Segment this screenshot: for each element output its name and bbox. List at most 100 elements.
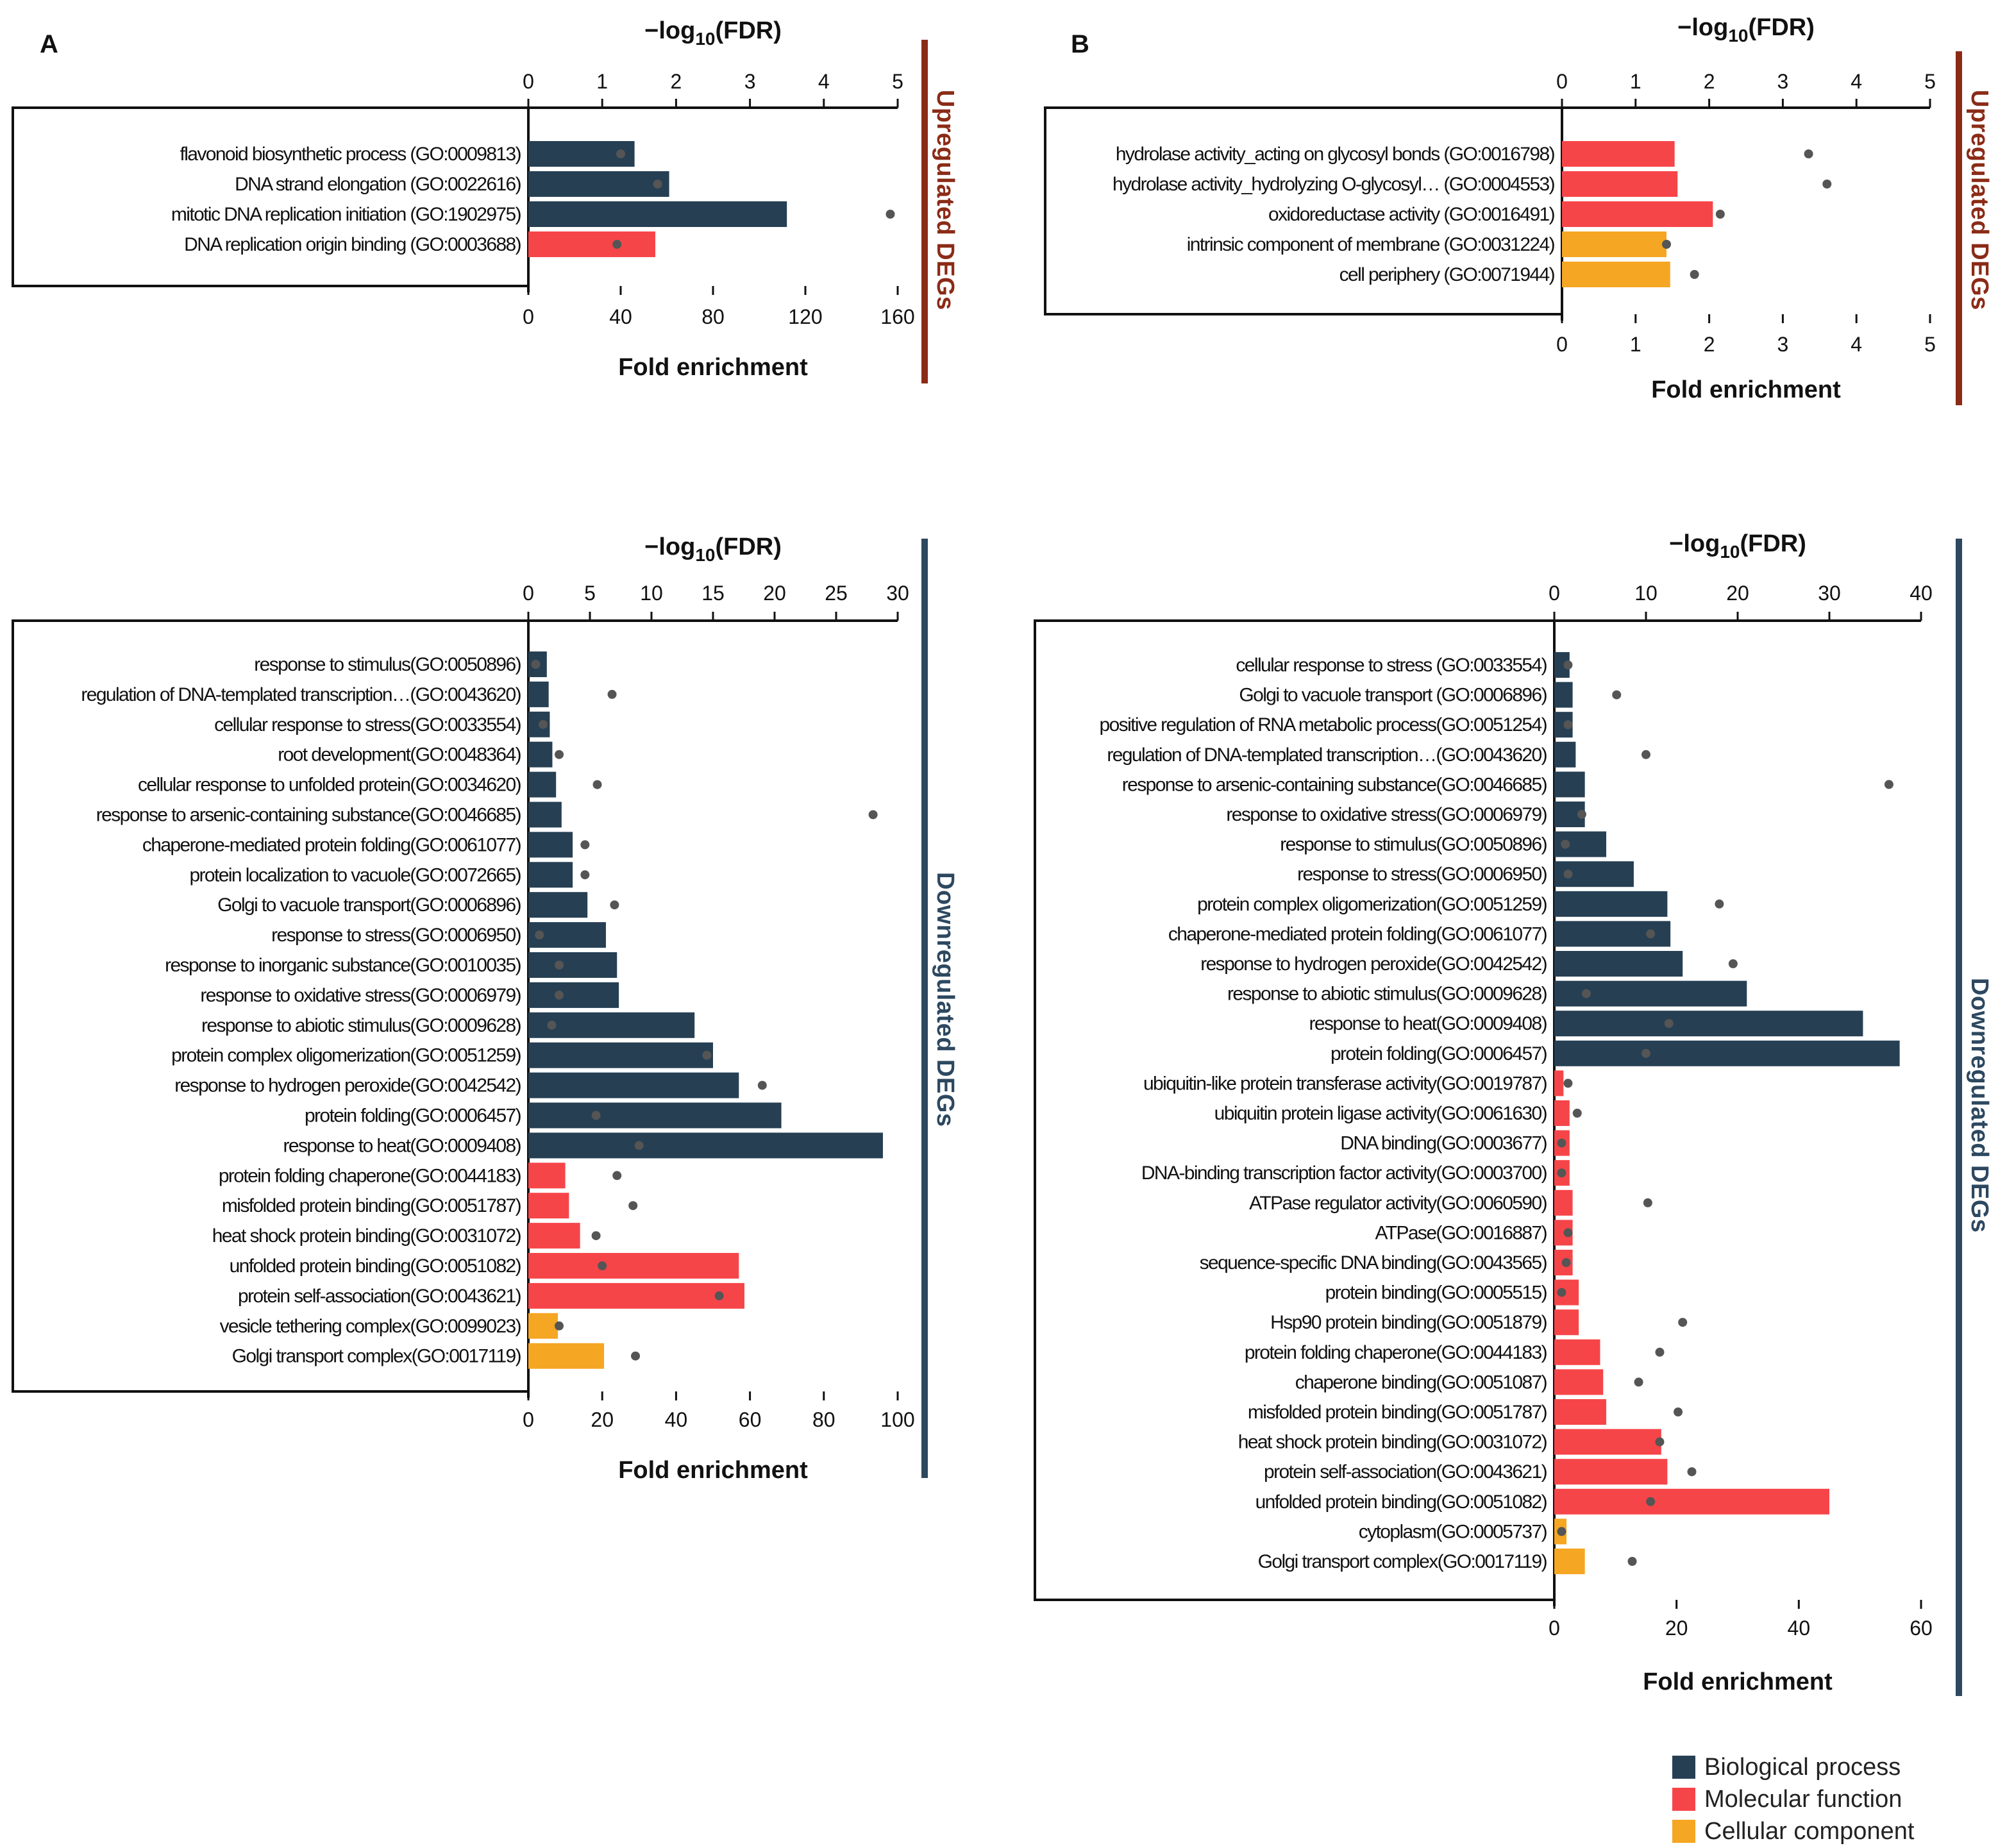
a-down-category-label: response to heat(GO:0009408) <box>283 1135 521 1156</box>
a-down-top-tick-label: 10 <box>640 582 663 605</box>
b-down-category-label: chaperone binding(GO:0051087) <box>1295 1372 1547 1393</box>
b-down-fdr-point <box>1572 1109 1582 1118</box>
b-up-fdr-point <box>1822 180 1832 189</box>
b-up-top-tick-label: 1 <box>1630 70 1641 93</box>
a-down-bar <box>528 1132 883 1159</box>
b-down-fdr-point <box>1646 1497 1656 1506</box>
a-down-top-tick-label: 0 <box>523 582 534 605</box>
a-down-top-tick-label: 20 <box>763 582 786 605</box>
b-down-category-label: protein binding(GO:0005515) <box>1325 1282 1547 1304</box>
b-up-fdr-point <box>1715 210 1725 219</box>
a-up-category-label: DNA strand elongation (GO:0022616) <box>235 174 521 195</box>
b-down-fdr-point <box>1687 1467 1697 1477</box>
b-down-category-label: cytoplasm(GO:0005737) <box>1359 1521 1547 1542</box>
a-down-top-tick-label: 15 <box>701 582 725 605</box>
a-down-category-label: protein localization to vacuole(GO:00726… <box>189 864 521 886</box>
a-down-bottom-tick-label: 60 <box>739 1408 762 1431</box>
b-down-bar <box>1554 1459 1668 1485</box>
a-down-category-label: regulation of DNA-templated transcriptio… <box>81 684 521 705</box>
legend-swatch <box>1672 1788 1695 1811</box>
a-up-top-tick-label: 4 <box>818 70 830 93</box>
b-down-category-label: response to stimulus(GO:0050896) <box>1280 834 1547 855</box>
a-up-category-label: DNA replication origin binding (GO:00036… <box>184 234 521 255</box>
legend: Biological process Molecular function Cell… <box>1672 1754 1915 1845</box>
b-down-category-label: Golgi transport complex(GO:0017119) <box>1258 1551 1547 1572</box>
a-down-category-label: misfolded protein binding(GO:0051787) <box>222 1195 521 1216</box>
b-down-top-tick-label: 40 <box>1910 582 1933 605</box>
downregulated-bar-a <box>921 539 928 1478</box>
b-up-bar <box>1562 141 1675 167</box>
b-down-fdr-point <box>1627 1557 1637 1566</box>
b-down-fdr-point <box>1563 869 1573 879</box>
b-down-bar <box>1554 1549 1585 1574</box>
b-up-bar <box>1562 171 1678 197</box>
a-down-fdr-point <box>610 900 619 910</box>
b-down-category-label: DNA binding(GO:0003677) <box>1340 1133 1547 1154</box>
b-up-top-tick-label: 2 <box>1704 70 1715 93</box>
a-up-bar <box>528 231 655 257</box>
b-down-fdr-point <box>1655 1347 1665 1357</box>
a-down-fdr-point <box>531 660 541 669</box>
b-down-fdr-point <box>1678 1318 1688 1327</box>
a-down-category-label: response to inorganic substance(GO:00100… <box>165 955 521 976</box>
legend-swatch <box>1672 1820 1695 1843</box>
b-down-category-label: heat shock protein binding(GO:0031072) <box>1238 1432 1547 1453</box>
a-down-bar <box>528 681 549 707</box>
a-down-fdr-point <box>547 1020 557 1030</box>
a-up-top-axis-title: −log10(FDR) <box>644 17 782 49</box>
b-up-category-label: oxidoreductase activity (GO:0016491) <box>1268 204 1555 225</box>
b-down-fdr-point <box>1612 690 1622 700</box>
b-down-fdr-point <box>1582 989 1591 998</box>
b-up-bottom-tick-label: 0 <box>1556 333 1568 356</box>
a-down-category-label: protein folding(GO:0006457) <box>305 1105 521 1127</box>
b-up-top-tick-label: 5 <box>1924 70 1936 93</box>
a-up-top-tick-label: 5 <box>892 70 903 93</box>
upregulated-label-b: Upregulated DEGs <box>1966 90 1993 310</box>
b-down-bar <box>1554 652 1570 678</box>
b-down-category-label: regulation of DNA-templated transcriptio… <box>1107 744 1547 766</box>
a-up-fdr-point <box>886 210 895 219</box>
b-down-fdr-point <box>1557 1527 1566 1536</box>
a-down-bottom-tick-label: 100 <box>880 1408 914 1431</box>
b-up-bottom-axis-title: Fold enrichment <box>1651 376 1841 403</box>
b-down-bottom-tick-label: 20 <box>1665 1617 1688 1640</box>
b-down-category-label: sequence-specific DNA binding(GO:0043565… <box>1200 1252 1547 1273</box>
a-down-category-label: protein self-association(GO:0043621) <box>238 1286 521 1307</box>
a-down-category-label: heat shock protein binding(GO:0031072) <box>212 1225 521 1247</box>
b-down-category-label: cellular response to stress (GO:0033554) <box>1236 655 1547 676</box>
b-down-bar <box>1554 1189 1573 1216</box>
b-down-bar <box>1554 1040 1900 1066</box>
b-down-bottom-axis-title: Fold enrichment <box>1643 1668 1833 1695</box>
b-up-bottom-tick-label: 2 <box>1704 333 1715 356</box>
a-down-fdr-point <box>702 1050 712 1060</box>
a-down-bar <box>528 1282 744 1309</box>
b-down-fdr-point <box>1557 1138 1566 1148</box>
legend-swatch <box>1672 1756 1695 1779</box>
b-down-category-label: response to arsenic-containing substance… <box>1122 774 1547 795</box>
a-down-fdr-point <box>555 961 564 970</box>
b-down-category-label: protein self-association(GO:0043621) <box>1264 1461 1547 1483</box>
a-down-category-label: unfolded protein binding(GO:0051082) <box>230 1256 521 1277</box>
b-down-category-label: response to hydrogen peroxide(GO:0042542… <box>1200 953 1547 975</box>
b-down-fdr-point <box>1557 1168 1566 1178</box>
b-down-category-label: protein folding chaperone(GO:0044183) <box>1245 1342 1547 1363</box>
a-down-category-label: response to oxidative stress(GO:0006979) <box>200 985 521 1006</box>
a-down-category-label: response to abiotic stimulus(GO:0009628) <box>201 1015 521 1036</box>
b-up-bottom-tick-label: 5 <box>1924 333 1936 356</box>
a-up-bottom-tick-label: 80 <box>701 305 725 328</box>
b-down-fdr-point <box>1563 1079 1573 1088</box>
b-down-category-label: ubiquitin protein ligase activity(GO:006… <box>1214 1103 1547 1124</box>
b-up-category-label: cell periphery (GO:0071944) <box>1339 264 1555 285</box>
a-down-bar <box>528 1193 569 1219</box>
a-down-category-label: response to arsenic-containing substance… <box>96 805 521 826</box>
b-down-fdr-point <box>1664 1019 1674 1029</box>
a-down-fdr-point <box>539 719 548 729</box>
b-down-bar <box>1554 1339 1600 1365</box>
b-down-bar <box>1554 1100 1570 1126</box>
b-down-bottom-tick-label: 40 <box>1788 1617 1811 1640</box>
b-down-category-label: ATPase regulator activity(GO:0060590) <box>1249 1193 1547 1214</box>
b-down-category-label: Golgi to vacuole transport (GO:0006896) <box>1239 685 1547 706</box>
b-up-fdr-point <box>1690 270 1699 279</box>
b-down-frame <box>1034 619 1554 1601</box>
legend-label: Cellular component <box>1704 1818 1915 1845</box>
